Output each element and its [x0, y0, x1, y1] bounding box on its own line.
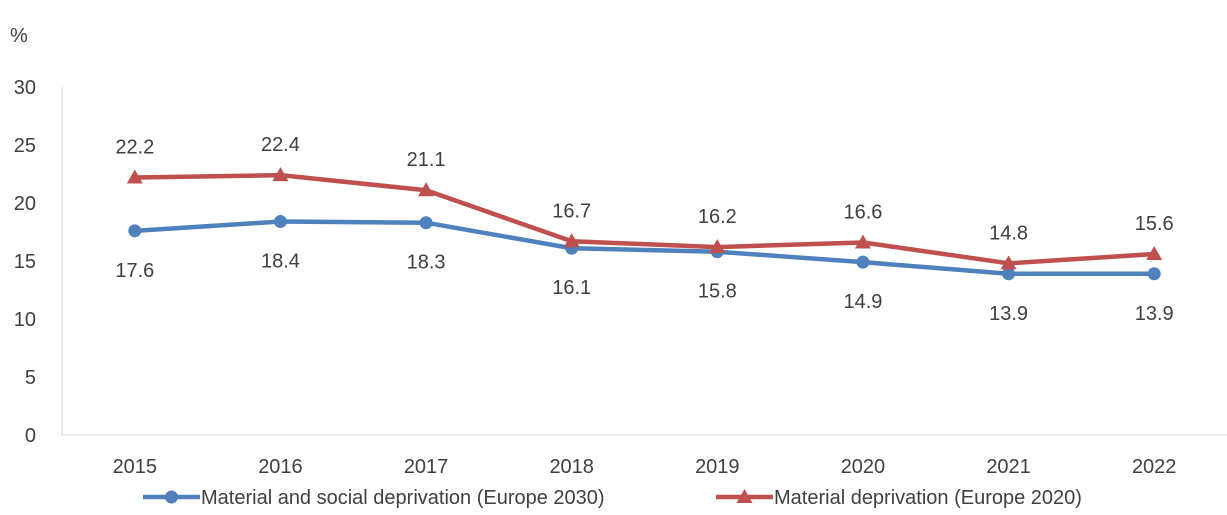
data-label: 15.6: [1135, 213, 1174, 235]
data-point: [128, 224, 142, 238]
x-tick-label: 2018: [549, 456, 594, 478]
x-tick-label: 2020: [841, 456, 886, 478]
data-point: [856, 255, 870, 269]
legend-label: Material and social deprivation (Europe …: [201, 487, 605, 509]
data-label: 13.9: [989, 303, 1028, 325]
data-point: [854, 234, 871, 249]
y-axis-unit-label: %: [10, 25, 28, 47]
legend-item: Material and social deprivation (Europe …: [143, 487, 605, 509]
data-label: 17.6: [115, 260, 154, 282]
y-tick-label: 20: [14, 193, 36, 215]
x-tick-label: 2021: [986, 456, 1031, 478]
series-layer: 17.6 18.4 18.3 16.1 15.8 14.9 13.9 13.9 22.2 22.4…: [115, 134, 1173, 325]
data-point: [126, 169, 143, 184]
y-tick-label: 5: [25, 367, 36, 389]
data-point: [709, 239, 726, 254]
x-axis-ticks: 2015 2016 2017 2018 2019 2020 2021 2022: [113, 456, 1177, 478]
x-tick-label: 2019: [695, 456, 740, 478]
data-point: [273, 215, 287, 229]
y-tick-label: 10: [14, 309, 36, 331]
data-label: 18.3: [407, 252, 446, 274]
series-2: 22.2 22.4 21.1 16.7 16.2 16.6 14.8 15.6: [115, 134, 1174, 270]
data-point: [563, 233, 580, 248]
data-point: [1000, 255, 1017, 270]
data-label: 15.8: [698, 281, 737, 303]
x-tick-label: 2015: [113, 456, 158, 478]
x-tick-label: 2017: [404, 456, 449, 478]
y-tick-label: 25: [14, 135, 36, 157]
data-point: [1147, 267, 1161, 281]
data-point: [419, 216, 433, 230]
legend: Material and social deprivation (Europe …: [143, 487, 1082, 509]
data-label: 16.6: [843, 201, 882, 223]
y-tick-label: 0: [25, 425, 36, 447]
series-line: [132, 172, 1157, 266]
data-label: 14.8: [989, 222, 1028, 244]
data-label: 22.2: [115, 136, 154, 158]
x-tick-label: 2022: [1132, 456, 1177, 478]
x-tick-label: 2016: [258, 456, 303, 478]
legend-item: Material deprivation (Europe 2020): [716, 487, 1082, 509]
data-label: 16.1: [552, 277, 591, 299]
data-label: 13.9: [1135, 303, 1174, 325]
y-axis-ticks: 0 5 10 15 20 25 30: [14, 77, 36, 447]
data-label: 16.7: [552, 200, 591, 222]
legend-swatch-marker: [736, 489, 753, 503]
data-label: 14.9: [843, 291, 882, 313]
data-point: [1002, 267, 1016, 281]
data-point: [418, 182, 435, 197]
y-tick-label: 15: [14, 251, 36, 273]
data-point: [1146, 246, 1163, 261]
legend-label: Material deprivation (Europe 2020): [774, 487, 1082, 509]
legend-swatch-marker: [165, 490, 178, 504]
data-label: 18.4: [261, 251, 300, 273]
data-label: 22.4: [261, 134, 300, 156]
data-point: [272, 167, 289, 182]
data-label: 21.1: [407, 149, 446, 171]
data-label: 16.2: [698, 206, 737, 228]
series-line: [132, 219, 1157, 277]
y-tick-label: 30: [14, 77, 36, 99]
series-1: 17.6 18.4 18.3 16.1 15.8 14.9 13.9 13.9: [115, 215, 1174, 325]
